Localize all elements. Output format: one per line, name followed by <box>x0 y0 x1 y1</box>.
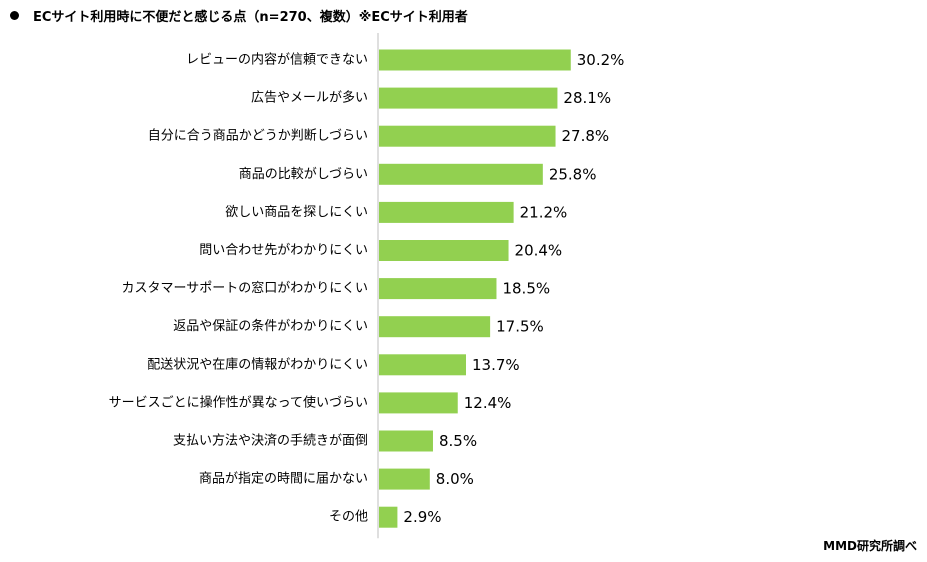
category-label: 商品が指定の時間に届かない <box>199 472 368 487</box>
source-credit: MMD研究所調べ <box>823 539 917 553</box>
category-label: 配送状況や在庫の情報がわかりにくい <box>147 357 368 372</box>
category-label: 広告やメールが多い <box>251 90 368 106</box>
data-label: 27.8% <box>562 127 610 145</box>
chart-title-row: ECサイト利用時に不便だと感じる点（n=270、複数）※ECサイト利用者 <box>8 4 468 26</box>
bar <box>379 49 571 71</box>
data-label: 13.7% <box>472 356 520 374</box>
bar <box>379 316 491 338</box>
bullet-icon <box>10 10 19 20</box>
bar <box>379 354 466 376</box>
bar <box>379 201 514 223</box>
data-label: 28.1% <box>563 89 611 107</box>
data-label: 8.0% <box>436 470 474 488</box>
bar <box>379 278 497 300</box>
bar <box>379 430 433 452</box>
category-label: その他 <box>329 510 368 525</box>
category-label: 商品の比較がしづらい <box>239 167 368 182</box>
data-label: 2.9% <box>403 508 441 526</box>
category-label: 返品や保証の条件がわかりにくい <box>173 318 368 334</box>
category-label: レビューの内容が信頼できない <box>186 52 368 68</box>
bar <box>379 392 458 414</box>
category-label: 支払い方法や決済の手続きが面倒 <box>173 433 368 449</box>
bar <box>379 506 398 528</box>
category-label: 自分に合う商品かどうか判断しづらい <box>148 129 368 144</box>
bar <box>379 240 509 261</box>
bar <box>379 163 543 185</box>
data-label: 12.4% <box>464 394 512 412</box>
data-label: 8.5% <box>439 432 477 450</box>
data-label: 17.5% <box>496 318 544 336</box>
category-label: 問い合わせ先がわかりにくい <box>199 243 368 258</box>
bar <box>379 125 556 147</box>
data-label: 21.2% <box>520 203 568 221</box>
data-label: 30.2% <box>577 51 625 69</box>
category-label: サービスごとに操作性が異なって使いづらい <box>109 394 368 410</box>
data-label: 20.4% <box>515 242 563 260</box>
data-label: 18.5% <box>502 280 550 298</box>
chart-title: ECサイト利用時に不便だと感じる点（n=270、複数）※ECサイト利用者 <box>33 9 468 25</box>
category-label: 欲しい商品を探しにくい <box>225 204 368 220</box>
bar <box>379 468 430 490</box>
data-label: 25.8% <box>549 165 597 183</box>
bar <box>379 87 558 109</box>
category-label: カスタマーサポートの窓口がわかりにくい <box>122 280 368 296</box>
